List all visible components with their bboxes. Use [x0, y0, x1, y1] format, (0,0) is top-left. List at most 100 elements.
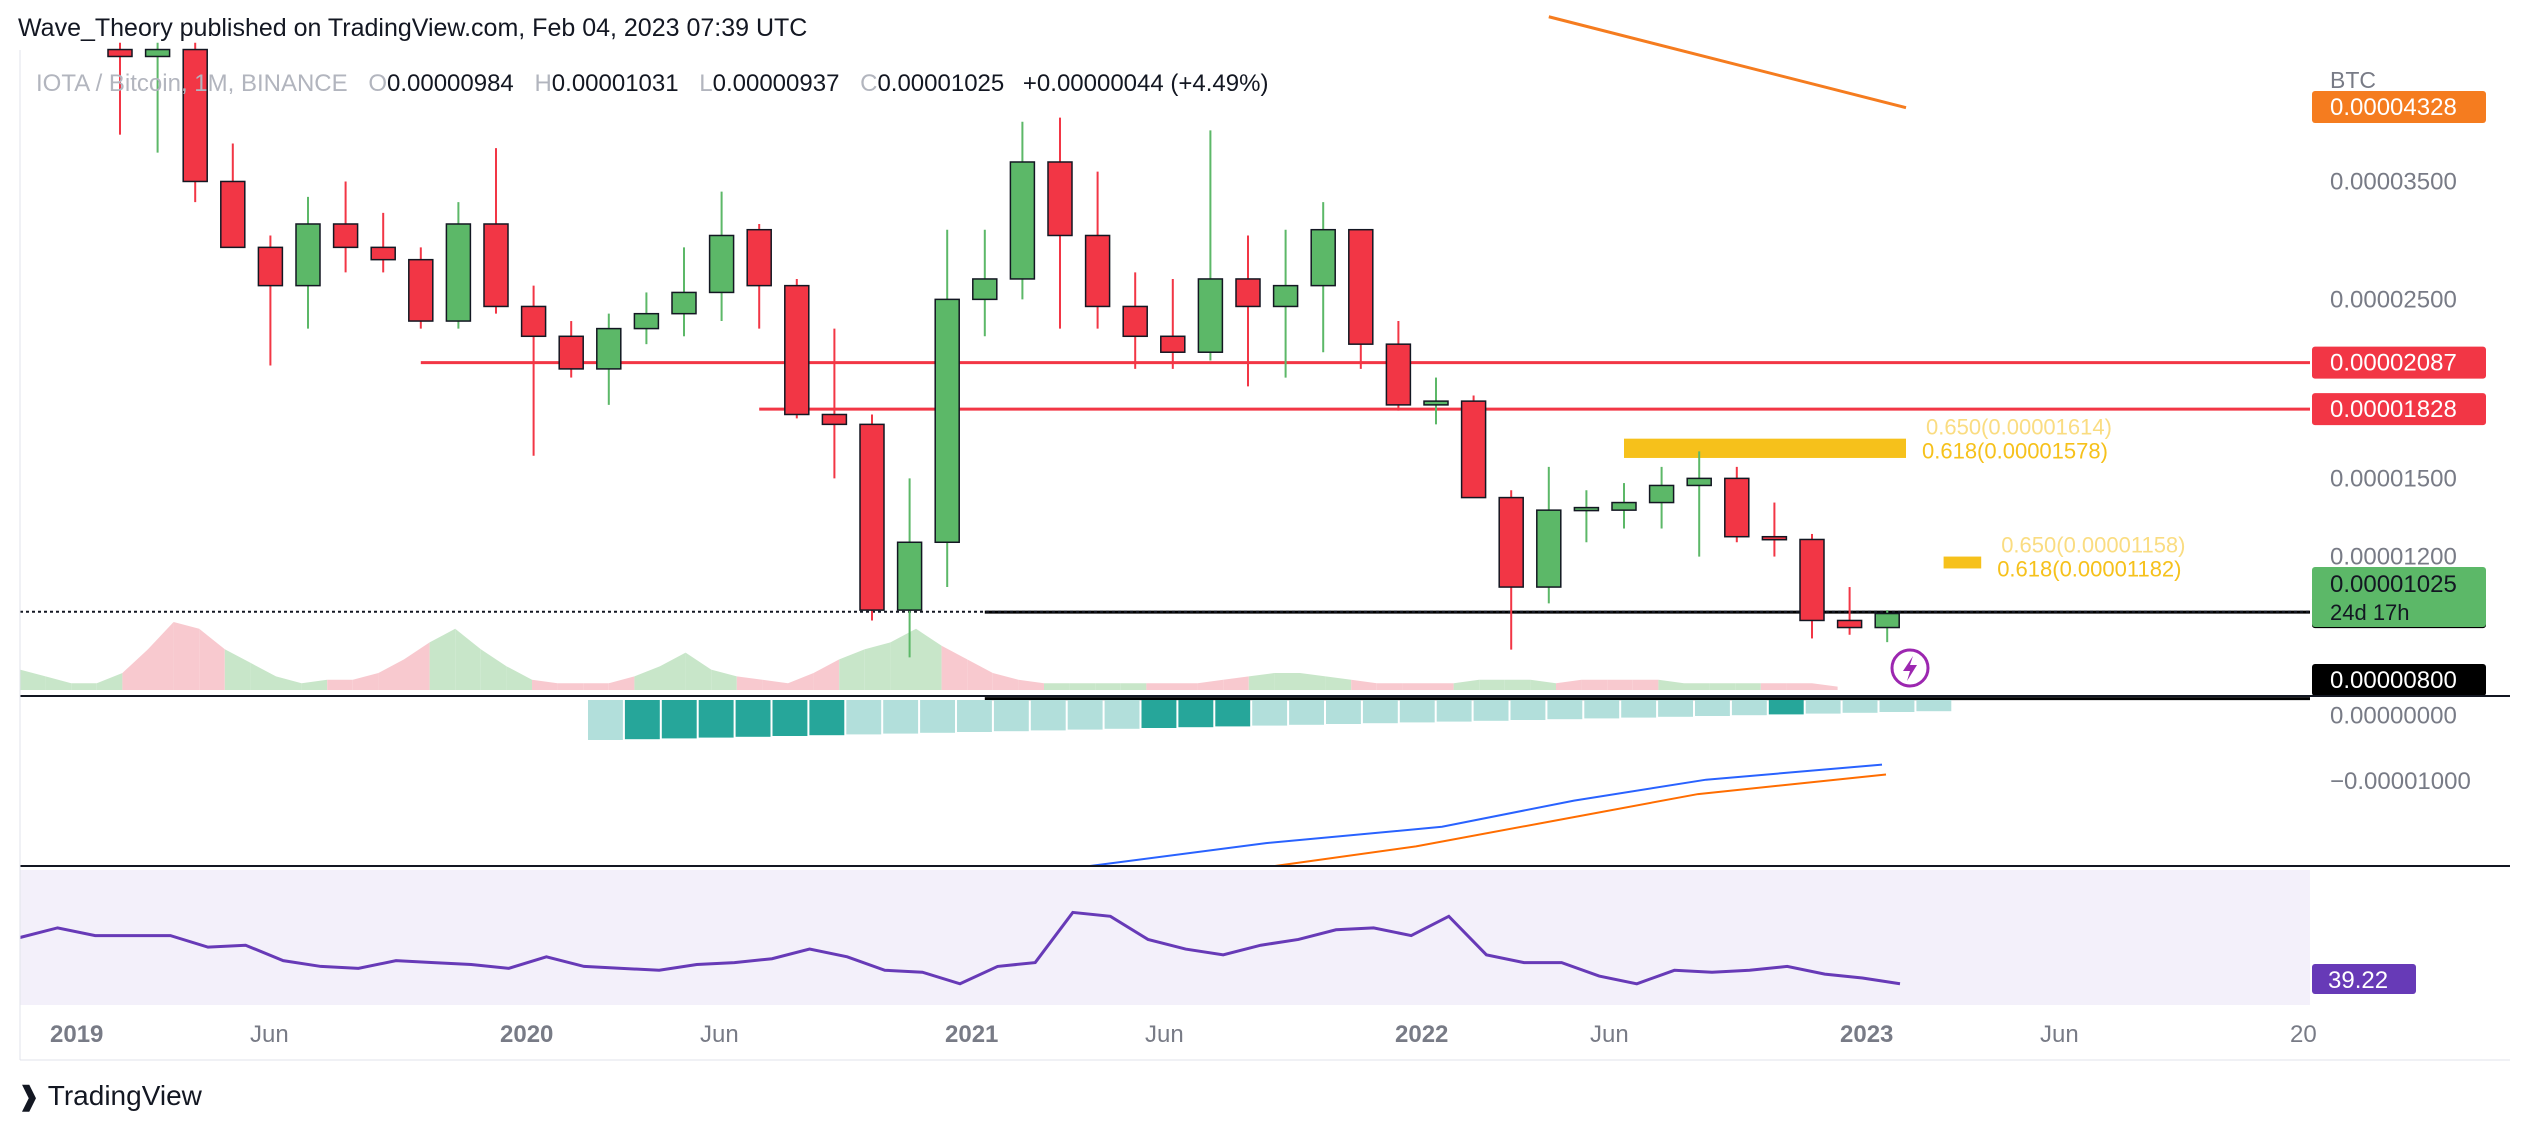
- candle-body: [784, 284, 810, 416]
- macd-histogram-bar: [1768, 700, 1804, 715]
- fib-ghost-label-1: 0.650(0.00001158): [2001, 533, 2185, 558]
- overlay-area-segment: [148, 622, 174, 690]
- candle-body: [1348, 228, 1374, 345]
- candle-body: [633, 312, 660, 330]
- tradingview-logo[interactable]: ❱ TradingView: [18, 1080, 202, 1112]
- symbol-label[interactable]: IOTA / Bitcoin, 1M, BINANCE: [36, 70, 348, 97]
- macd-histogram-bar: [957, 700, 992, 732]
- candle-body: [408, 258, 434, 322]
- candle-body: [295, 223, 321, 287]
- macd-histogram-bar: [1621, 700, 1657, 718]
- candle-body: [370, 246, 396, 261]
- countdown-label: 24d 17h: [2330, 600, 2410, 625]
- y-tick-label: 0.00001200: [2330, 544, 2457, 571]
- currency-label: BTC: [2330, 67, 2376, 93]
- overlay-area-segment: [1607, 679, 1633, 690]
- candle-body: [1047, 161, 1073, 237]
- candle-body: [671, 291, 697, 315]
- x-tick-label: 2023: [1840, 1021, 1893, 1048]
- overlay-area-segment: [1556, 679, 1582, 690]
- x-tick-label: 2021: [945, 1021, 998, 1048]
- overlay-area-segment: [1453, 679, 1480, 690]
- overlay-area-segment: [890, 628, 916, 690]
- x-tick-label: 2020: [500, 1021, 553, 1048]
- lightning-icon[interactable]: [1890, 648, 1930, 688]
- macd-layer: [588, 700, 1952, 867]
- y-tick-label: 0.00002500: [2330, 286, 2457, 313]
- candle-body: [257, 246, 284, 287]
- candle-body: [1761, 535, 1788, 541]
- candle-body: [708, 234, 735, 294]
- overlay-area-segment: [96, 673, 123, 690]
- candles-layer[interactable]: [107, 42, 1900, 658]
- overlay-area-segment: [45, 676, 72, 690]
- high-value: 0.00001031: [551, 70, 679, 97]
- macd-histogram-bar: [1731, 700, 1767, 716]
- x-tick-label: Jun: [2040, 1021, 2079, 1048]
- overlay-area-segment: [1325, 676, 1352, 690]
- candle-body: [1423, 400, 1449, 406]
- overlay-area-segment: [788, 673, 814, 690]
- macd-histogram-bar: [1916, 700, 1952, 712]
- candle-body: [1611, 501, 1637, 511]
- candle-body: [1874, 612, 1900, 629]
- candle-body: [1235, 278, 1261, 308]
- macd-histogram-bar: [809, 700, 845, 736]
- overlay-area-segment: [224, 649, 251, 690]
- candle-body: [1536, 509, 1562, 588]
- macd-histogram-bar: [1030, 700, 1066, 731]
- fib-zones-layer: 0.650(0.00001614)0.618(0.00001578) 0.650(…: [1624, 415, 2186, 582]
- x-tick-label: Jun: [250, 1021, 289, 1048]
- overlay-area-segment: [660, 652, 686, 690]
- candle-body: [934, 298, 960, 544]
- candle-body: [483, 223, 509, 308]
- candle-body: [1197, 278, 1224, 353]
- low-value: 0.00000937: [712, 70, 840, 97]
- rsi-background-band: [20, 870, 2310, 1005]
- candle-body: [821, 413, 848, 426]
- macd-y-tick-label: −0.00001000: [2330, 768, 2471, 795]
- current-price-label: 0.00001025: [2330, 571, 2457, 598]
- candle-body: [1724, 477, 1750, 538]
- candle-body: [859, 423, 885, 611]
- low-key: L: [699, 70, 713, 97]
- overlay-area-segment: [992, 673, 1019, 690]
- overlay-area-layer: [20, 622, 1838, 690]
- overlay-area-segment: [1351, 679, 1377, 690]
- ema-line: [1548, 15, 1907, 110]
- rsi-layer: [19, 910, 1901, 986]
- rsi-tag-bg: [2312, 964, 2416, 994]
- overlay-area-segment: [1428, 683, 1454, 690]
- macd-histogram-bar: [1104, 700, 1140, 729]
- overlay-area-segment: [327, 679, 353, 690]
- axes-layer: BTC 0.00003500 0.00002500 0.00001500 0.00001…: [50, 67, 2471, 1048]
- candle-body: [445, 223, 472, 322]
- macd-histogram-bar: [1141, 700, 1177, 728]
- candle-body: [1498, 496, 1524, 588]
- price-tags-layer: 0.000043280.000020870.000018280.00001024…: [2312, 91, 2486, 994]
- overlay-area-segment: [455, 628, 481, 690]
- macd-histogram-bar: [1584, 700, 1620, 719]
- fib-ghost-label-0: 0.650(0.00001614): [1926, 415, 2112, 440]
- overlay-area-segment: [1069, 683, 1096, 690]
- signal-line: [1274, 773, 1887, 867]
- candle-body: [1084, 234, 1111, 308]
- candle-body: [1686, 477, 1712, 487]
- candle-body: [1648, 484, 1675, 504]
- price-tag-label: 0.00001828: [2330, 396, 2457, 423]
- candle-body: [1310, 228, 1336, 287]
- overlay-area-segment: [173, 622, 200, 690]
- candle-body: [1122, 305, 1148, 338]
- overlay-area-segment: [1095, 683, 1121, 690]
- overlay-area-segment: [1274, 673, 1300, 690]
- current-price-tag-bg: [2312, 567, 2486, 627]
- macd-histogram-bar: [1510, 700, 1546, 720]
- macd-histogram-bar: [698, 700, 734, 738]
- macd-histogram-bar: [1399, 700, 1435, 723]
- candle-body: [182, 48, 208, 183]
- candle-body: [1160, 335, 1186, 353]
- candle-body: [596, 327, 622, 370]
- overlay-area-segment: [813, 659, 840, 690]
- overlay-area-segment: [1172, 683, 1198, 690]
